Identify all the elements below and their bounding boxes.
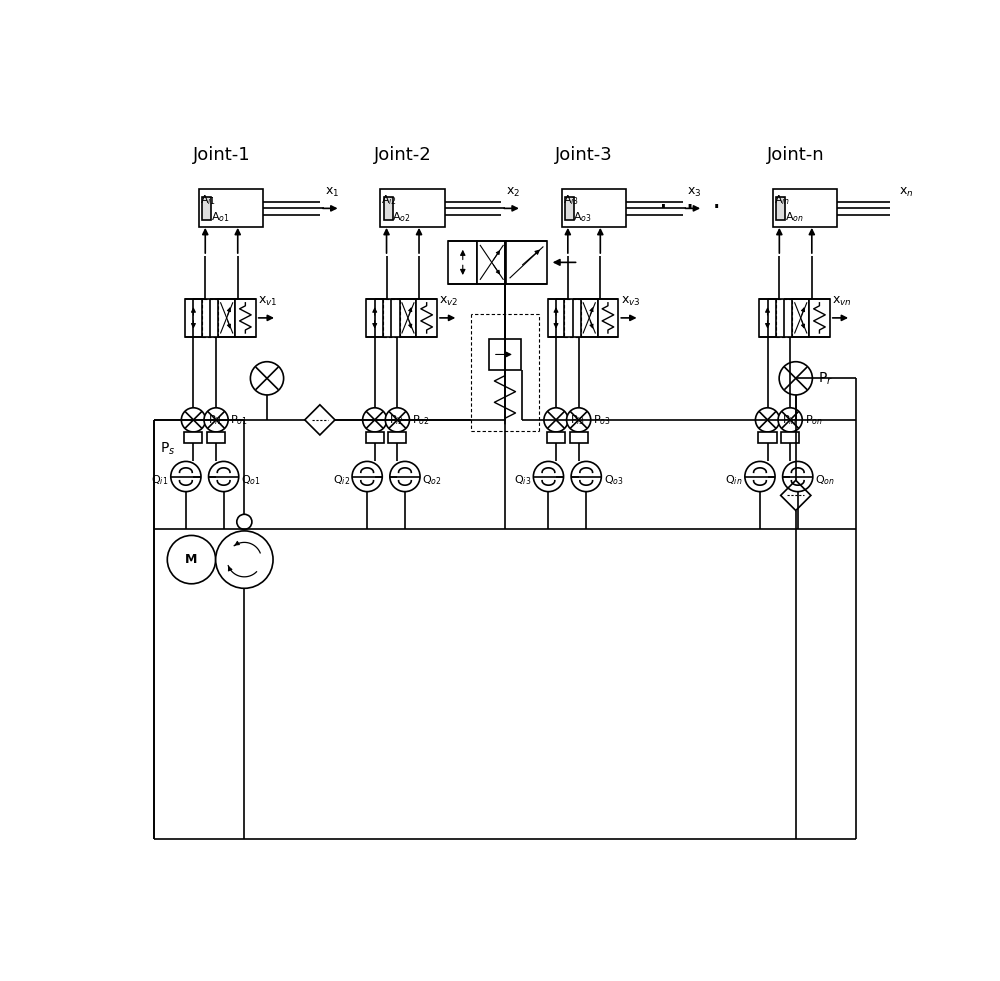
Circle shape xyxy=(171,461,201,491)
Text: ·  ·  ·: · · · xyxy=(659,194,721,223)
Circle shape xyxy=(352,461,382,491)
Text: Q$_{i1}$: Q$_{i1}$ xyxy=(151,474,169,488)
Text: P$_{o3}$: P$_{o3}$ xyxy=(593,413,611,427)
Circle shape xyxy=(778,408,802,432)
Text: A$_{i2}$: A$_{i2}$ xyxy=(381,193,397,207)
Text: P$_{i2}$: P$_{i2}$ xyxy=(389,413,404,427)
Bar xyxy=(781,432,799,442)
Bar xyxy=(416,299,437,336)
Bar xyxy=(184,432,202,442)
Text: Q$_{i2}$: Q$_{i2}$ xyxy=(333,474,350,488)
Circle shape xyxy=(250,362,284,395)
Bar xyxy=(448,241,477,284)
Circle shape xyxy=(181,408,206,432)
Circle shape xyxy=(544,408,568,432)
Circle shape xyxy=(209,461,239,491)
Bar xyxy=(758,432,777,442)
Bar xyxy=(598,299,618,336)
Text: P$_s$: P$_s$ xyxy=(160,441,175,457)
Circle shape xyxy=(216,531,273,589)
Bar xyxy=(809,299,830,336)
Text: A$_{o2}$: A$_{o2}$ xyxy=(392,210,410,224)
Text: x$_{v3}$: x$_{v3}$ xyxy=(621,295,640,308)
Bar xyxy=(202,197,211,220)
Text: x$_2$: x$_2$ xyxy=(506,185,520,198)
Text: Q$_{o1}$: Q$_{o1}$ xyxy=(241,474,261,488)
Bar xyxy=(547,432,565,442)
Text: A$_{in}$: A$_{in}$ xyxy=(774,193,790,207)
Text: Joint-3: Joint-3 xyxy=(555,146,613,165)
Bar xyxy=(489,338,521,370)
Text: x$_n$: x$_n$ xyxy=(899,185,913,198)
Text: Joint-2: Joint-2 xyxy=(374,146,432,165)
Text: x$_3$: x$_3$ xyxy=(687,185,702,198)
Text: A$_{on}$: A$_{on}$ xyxy=(785,210,803,224)
Bar xyxy=(570,432,588,442)
Text: P$_{o2}$: P$_{o2}$ xyxy=(412,413,429,427)
Circle shape xyxy=(755,408,780,432)
Bar xyxy=(366,299,383,336)
Circle shape xyxy=(385,408,409,432)
Text: A$_{i3}$: A$_{i3}$ xyxy=(563,193,579,207)
Text: Joint-1: Joint-1 xyxy=(193,146,250,165)
Bar xyxy=(380,189,445,228)
Bar xyxy=(773,189,837,228)
Text: P$_{in}$: P$_{in}$ xyxy=(782,413,797,427)
Text: x$_1$: x$_1$ xyxy=(325,185,339,198)
Text: Q$_{on}$: Q$_{on}$ xyxy=(815,474,835,488)
Text: A$_{i1}$: A$_{i1}$ xyxy=(200,193,216,207)
Circle shape xyxy=(779,362,812,395)
Bar xyxy=(218,299,235,336)
Circle shape xyxy=(783,461,813,491)
Text: M: M xyxy=(185,553,198,566)
Text: Q$_{i3}$: Q$_{i3}$ xyxy=(514,474,531,488)
Circle shape xyxy=(533,461,564,491)
Bar xyxy=(759,299,776,336)
Text: P$_{i1}$: P$_{i1}$ xyxy=(208,413,223,427)
Text: Q$_{o2}$: Q$_{o2}$ xyxy=(422,474,442,488)
Text: x$_{vn}$: x$_{vn}$ xyxy=(832,295,852,308)
Circle shape xyxy=(745,461,775,491)
Bar xyxy=(506,241,547,284)
Text: A$_{o1}$: A$_{o1}$ xyxy=(211,210,229,224)
Bar xyxy=(562,189,626,228)
Circle shape xyxy=(167,536,216,584)
Text: Q$_{in}$: Q$_{in}$ xyxy=(725,474,743,488)
Text: Q$_{o3}$: Q$_{o3}$ xyxy=(604,474,623,488)
Bar xyxy=(366,432,384,442)
Text: P$_{o1}$: P$_{o1}$ xyxy=(230,413,248,427)
Text: P$_r$: P$_r$ xyxy=(818,370,833,387)
Circle shape xyxy=(237,514,252,530)
Bar xyxy=(384,197,393,220)
Circle shape xyxy=(567,408,591,432)
Bar xyxy=(477,241,506,284)
Bar xyxy=(207,432,225,442)
Text: A$_{o3}$: A$_{o3}$ xyxy=(573,210,592,224)
Bar xyxy=(792,299,809,336)
Bar xyxy=(581,299,598,336)
Circle shape xyxy=(571,461,601,491)
Bar xyxy=(776,197,785,220)
Text: Joint-n: Joint-n xyxy=(767,146,825,165)
Text: x$_{v2}$: x$_{v2}$ xyxy=(439,295,459,308)
Circle shape xyxy=(204,408,228,432)
Bar xyxy=(235,299,256,336)
Bar xyxy=(400,299,416,336)
Bar xyxy=(199,189,263,228)
Text: P$_{i3}$: P$_{i3}$ xyxy=(570,413,586,427)
Circle shape xyxy=(390,461,420,491)
Bar xyxy=(388,432,406,442)
Bar xyxy=(565,197,574,220)
Bar xyxy=(185,299,202,336)
Bar xyxy=(548,299,564,336)
Circle shape xyxy=(363,408,387,432)
Text: P$_{on}$: P$_{on}$ xyxy=(805,413,822,427)
Text: x$_{v1}$: x$_{v1}$ xyxy=(258,295,277,308)
